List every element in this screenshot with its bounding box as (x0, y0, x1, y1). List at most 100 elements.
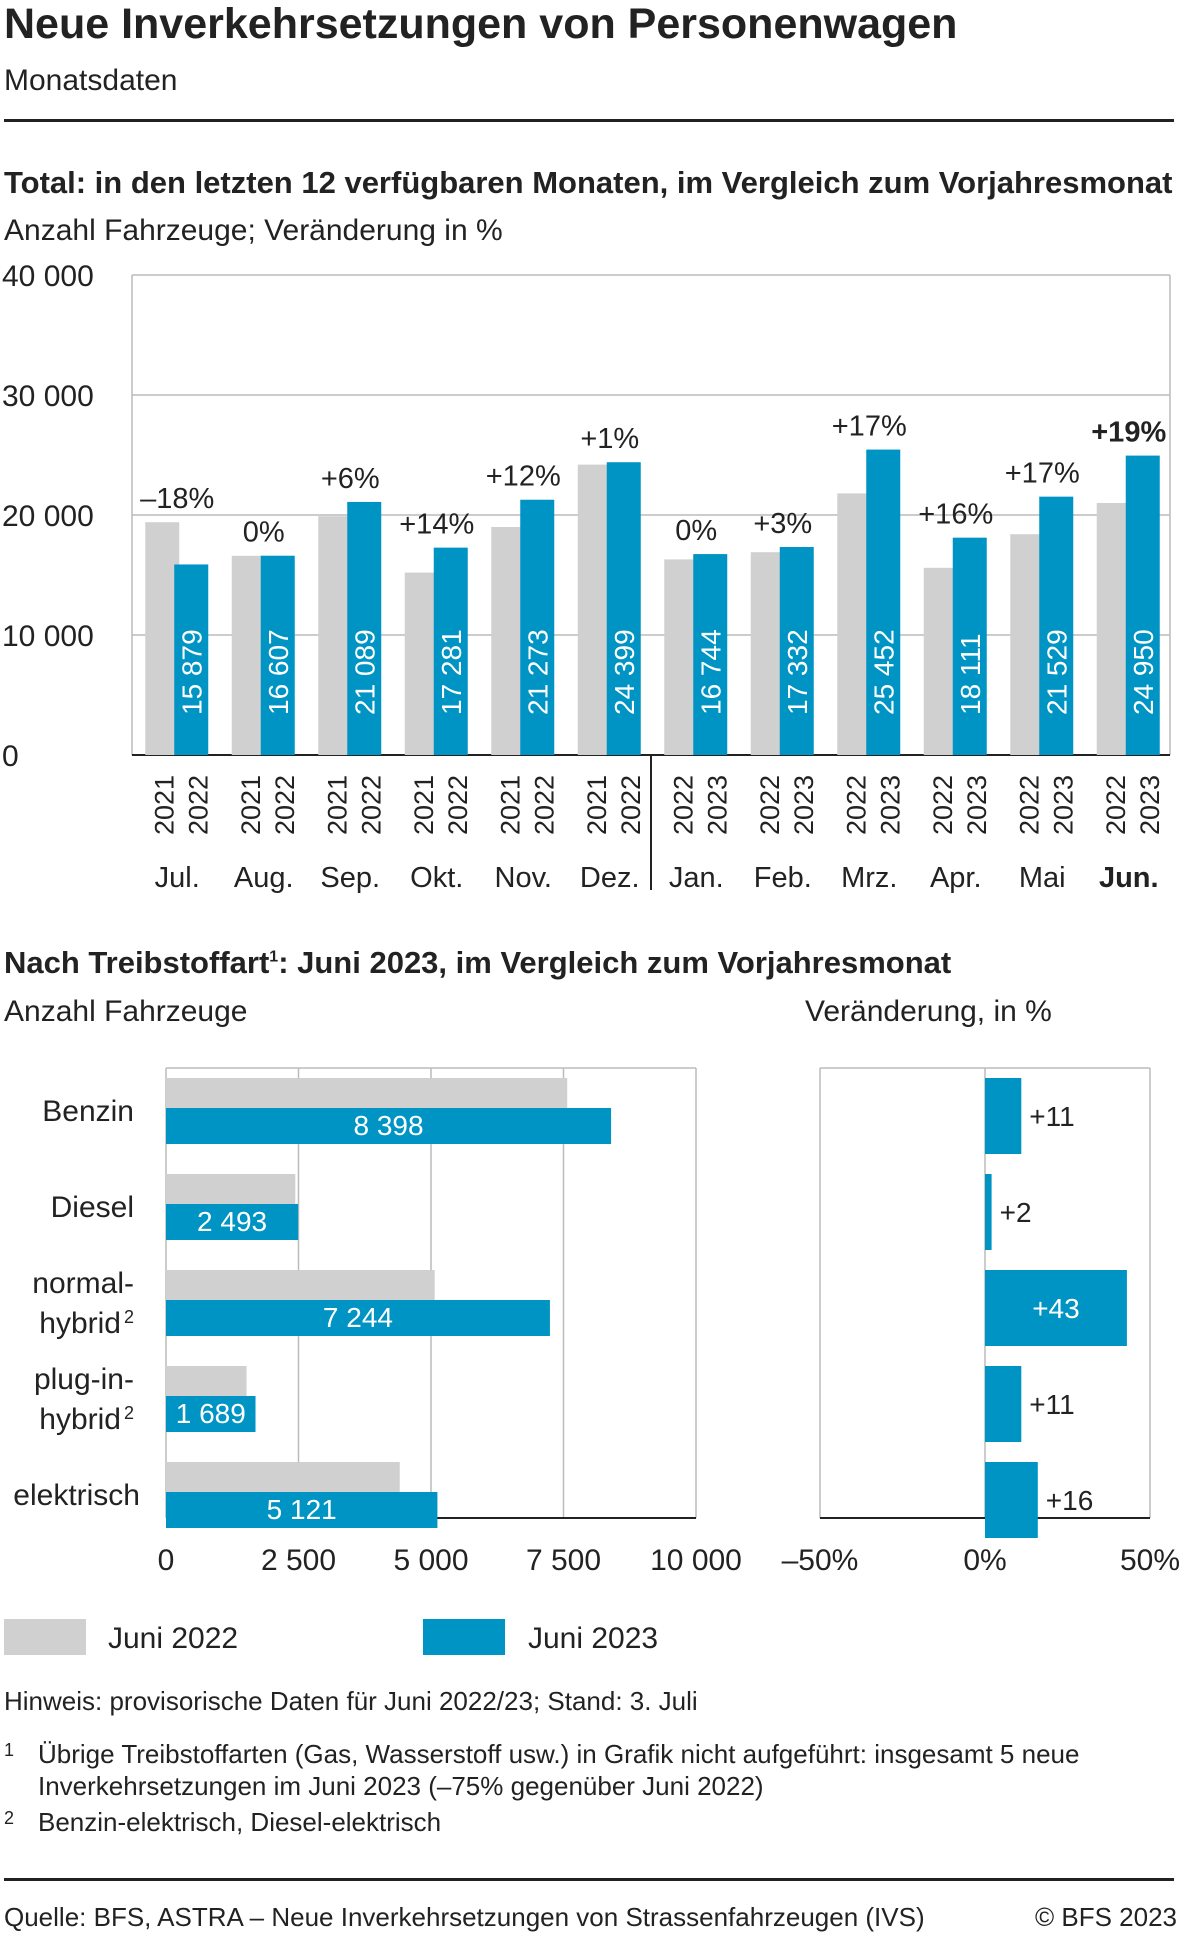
month-label: Mai (1019, 862, 1066, 894)
bar-prev-year (231, 555, 266, 755)
footer-divider (4, 1878, 1174, 1881)
change-bar (985, 1462, 1038, 1538)
x-tick-label: 7 500 (526, 1544, 601, 1577)
y-tick-label: 30 000 (2, 380, 94, 413)
legend-swatch-2023 (423, 1619, 505, 1655)
page-subtitle: Monatsdaten (4, 64, 178, 97)
bar-current-year (433, 547, 468, 755)
x-tick-label: 0 (158, 1544, 175, 1577)
month-label: Feb. (754, 862, 812, 894)
month-label: Jan. (669, 862, 724, 894)
value-label: 7 244 (323, 1302, 393, 1333)
change-value-label: +2 (1000, 1197, 1032, 1228)
x-tick-label: 2 500 (261, 1544, 336, 1577)
footnote-number-1: 1 (4, 1740, 15, 1760)
value-label: 16 607 (263, 629, 294, 715)
bar-prev-year (577, 464, 612, 755)
footnote-text-2: Benzin-elektrisch, Diesel-elektrisch (38, 1807, 442, 1837)
footnote-number-2: 2 (4, 1808, 15, 1828)
change-value-label: +11 (1029, 1389, 1074, 1420)
category-label: normal- (32, 1267, 134, 1300)
value-label: 2 493 (197, 1206, 267, 1237)
section2-title-text: Nach Treibstoffart (4, 945, 270, 980)
bar-prev-year (166, 1078, 568, 1108)
bar-prev-year (491, 527, 526, 755)
change-bar (985, 1270, 1127, 1346)
bar-current-year (260, 555, 295, 755)
year-label-prev: 2021 (149, 775, 179, 835)
change-label: +3% (753, 508, 812, 540)
change-label: +17% (1005, 458, 1080, 490)
section2-right-unit: Veränderung, in % (805, 995, 1052, 1028)
bar-prev-year (1096, 503, 1131, 755)
category-label: elektrisch (13, 1479, 140, 1512)
x-tick-label: 50% (1120, 1544, 1180, 1577)
year-label-curr: 2023 (789, 775, 819, 835)
year-label-prev: 2022 (668, 775, 698, 835)
bar-current-year (693, 554, 728, 755)
bar-prev-year (318, 516, 353, 755)
year-label-curr: 2022 (443, 775, 473, 835)
value-label: 8 398 (354, 1110, 424, 1141)
legend-swatch-2022 (4, 1619, 86, 1655)
value-label: 18 111 (955, 634, 986, 715)
year-label-prev: 2021 (409, 775, 439, 835)
bar-prev-year (166, 1174, 296, 1204)
section2-left-unit: Anzahl Fahrzeuge (4, 995, 248, 1028)
legend-label-2023: Juni 2023 (528, 1622, 659, 1655)
bar-current-year (166, 1300, 550, 1336)
section1-unit: Anzahl Fahrzeuge; Veränderung in % (4, 214, 503, 247)
year-label-curr: 2023 (1135, 775, 1165, 835)
bar-prev-year (404, 572, 439, 755)
bar-prev-year (166, 1366, 247, 1396)
bar-prev-year (664, 559, 699, 755)
year-label-curr: 2022 (529, 775, 559, 835)
title-divider (4, 119, 1174, 122)
section2-title: Nach Treibstoffart1: Juni 2023, im Vergl… (4, 945, 951, 981)
category-label: Diesel (51, 1191, 134, 1224)
month-label: Apr. (930, 862, 982, 894)
legend-label-2022: Juni 2022 (108, 1622, 239, 1655)
year-label-prev: 2021 (236, 775, 266, 835)
copyright-text: © BFS 2023 (1034, 1902, 1177, 1932)
footnote-ref-1: 1 (269, 948, 279, 966)
year-label-prev: 2022 (1101, 775, 1131, 835)
bar-current-year (952, 537, 987, 755)
x-tick-label: 10 000 (650, 1544, 742, 1577)
fuel-change-bar-chart: –50% 0% 50% +11 +2 +43 +11 +16 (782, 1067, 1180, 1577)
change-label: +17% (832, 411, 907, 443)
bar-prev-year (166, 1270, 435, 1300)
bar-prev-year (837, 493, 872, 755)
bar-current-year (606, 462, 641, 755)
value-label: 17 281 (436, 629, 467, 715)
month-label: Jul. (155, 862, 200, 894)
value-label: 24 399 (609, 629, 640, 715)
data-note: Hinweis: provisorische Daten für Juni 20… (4, 1686, 698, 1716)
value-label: 21 273 (522, 629, 553, 715)
change-label: +12% (486, 461, 561, 493)
year-label-curr: 2022 (270, 775, 300, 835)
category-label: plug-in- (34, 1363, 134, 1396)
change-label: +19% (1091, 417, 1166, 449)
x-tick-label: –50% (782, 1544, 859, 1577)
year-label-curr: 2022 (356, 775, 386, 835)
bar-prev-year (145, 522, 180, 755)
change-label: 0% (675, 515, 717, 547)
year-label-prev: 2022 (755, 775, 785, 835)
bar-current-year (166, 1108, 612, 1144)
bar-current-year (166, 1492, 438, 1528)
year-label-prev: 2021 (322, 775, 352, 835)
value-label: 5 121 (267, 1494, 337, 1525)
change-label: –18% (140, 483, 214, 515)
value-label: 16 744 (695, 629, 726, 715)
year-label-prev: 2021 (582, 775, 612, 835)
source-text: Quelle: BFS, ASTRA – Neue Inverkehrsetzu… (4, 1902, 925, 1932)
y-tick-label: 10 000 (2, 620, 94, 653)
year-label-curr: 2022 (183, 775, 213, 835)
year-label-prev: 2022 (1014, 775, 1044, 835)
change-bar (985, 1366, 1022, 1442)
bar-current-year (866, 449, 901, 755)
value-label: 24 950 (1128, 629, 1159, 715)
change-label: +1% (580, 423, 639, 455)
